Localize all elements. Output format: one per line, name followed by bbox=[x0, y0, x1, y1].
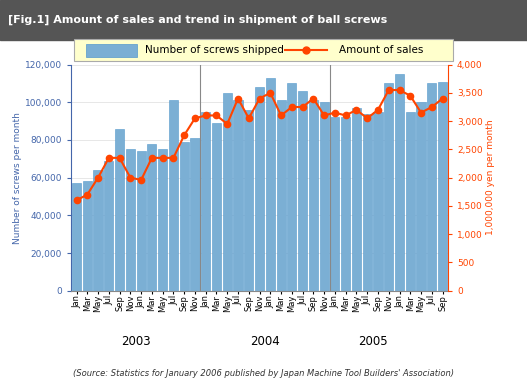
Bar bbox=[438, 82, 447, 291]
Bar bbox=[266, 78, 275, 291]
Bar bbox=[158, 149, 167, 291]
Bar bbox=[287, 84, 296, 291]
Bar bbox=[384, 84, 393, 291]
Bar bbox=[201, 112, 210, 291]
Bar bbox=[406, 112, 415, 291]
Bar bbox=[93, 170, 103, 291]
Text: Amount of sales: Amount of sales bbox=[339, 45, 424, 55]
Bar bbox=[352, 108, 361, 291]
Text: Number of screws shipped: Number of screws shipped bbox=[145, 45, 285, 55]
Text: [Fig.1] Amount of sales and trend in shipment of ball screws: [Fig.1] Amount of sales and trend in shi… bbox=[8, 15, 387, 25]
Bar bbox=[298, 91, 307, 291]
Bar bbox=[341, 117, 350, 291]
Text: 2003: 2003 bbox=[121, 335, 151, 348]
Text: 2005: 2005 bbox=[358, 335, 387, 348]
Bar bbox=[180, 142, 189, 291]
Bar bbox=[395, 74, 404, 291]
Bar bbox=[190, 138, 200, 291]
Bar bbox=[277, 100, 286, 291]
Bar bbox=[115, 129, 124, 291]
Text: (Source: Statistics for January 2006 published by Japan Machine Tool Builders' A: (Source: Statistics for January 2006 pub… bbox=[73, 369, 454, 378]
Bar bbox=[427, 84, 436, 291]
Y-axis label: Number of screws per month: Number of screws per month bbox=[13, 112, 22, 244]
Bar bbox=[363, 114, 372, 291]
Y-axis label: 1,000,000 yen per month: 1,000,000 yen per month bbox=[485, 120, 494, 236]
Bar bbox=[104, 161, 113, 291]
Bar bbox=[244, 110, 253, 291]
Bar bbox=[233, 100, 242, 291]
Bar bbox=[416, 102, 426, 291]
Bar bbox=[126, 149, 135, 291]
Bar bbox=[136, 151, 145, 291]
Text: 2004: 2004 bbox=[250, 335, 280, 348]
Bar bbox=[255, 87, 264, 291]
Bar bbox=[374, 112, 383, 291]
Bar bbox=[330, 117, 339, 291]
Bar bbox=[223, 93, 232, 291]
Bar bbox=[169, 100, 178, 291]
Bar bbox=[86, 44, 137, 57]
Bar bbox=[309, 100, 318, 291]
Bar bbox=[83, 181, 92, 291]
Bar bbox=[148, 144, 157, 291]
Bar bbox=[72, 183, 81, 291]
Bar bbox=[319, 102, 329, 291]
Bar bbox=[212, 123, 221, 291]
